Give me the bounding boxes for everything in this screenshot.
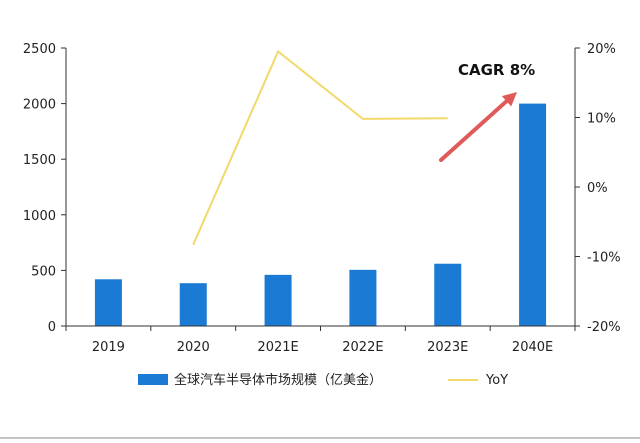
bar-2020 <box>179 283 207 326</box>
legend-bar-label: 全球汽车半导体市场规模（亿美金） <box>174 372 382 388</box>
y-left-tick-label: 1000 <box>23 209 56 224</box>
cagr-label: CAGR 8% <box>458 61 535 79</box>
y-left-tick-label: 2000 <box>23 98 56 113</box>
x-tick-label: 2022E <box>342 340 383 355</box>
axes: 0 500 1000 1500 2000 2500 -20% -10% 0% 10% 20% <box>23 42 621 335</box>
x-tick-label: 2020 <box>177 340 210 355</box>
bar-2021E <box>264 274 292 326</box>
legend-line-label: YoY <box>485 373 508 388</box>
y-right-tick-label: -10% <box>587 251 621 266</box>
x-tick-label: 2040E <box>512 340 553 355</box>
x-tick-label: 2019 <box>92 340 125 355</box>
y-right-tick-label: -20% <box>587 320 621 335</box>
x-axis-labels: 2019 2020 2021E 2022E 2023E 2040E <box>65 326 576 355</box>
y-left-tick-label: 0 <box>48 320 56 335</box>
legend: 全球汽车半导体市场规模（亿美金） YoY <box>138 372 508 388</box>
yoy-line <box>192 49 448 246</box>
bar-2040E <box>519 103 547 326</box>
y-left-tick-label: 2500 <box>23 42 56 57</box>
annotation: CAGR 8% <box>439 61 535 162</box>
bar-2023E <box>434 263 462 326</box>
y-left-tick-label: 1500 <box>23 153 56 168</box>
line-series <box>192 49 448 246</box>
y-right-tick-label: 10% <box>587 112 616 127</box>
cagr-arrow-head <box>501 92 517 107</box>
bar-2019 <box>94 279 122 326</box>
x-tick-label: 2021E <box>257 340 298 355</box>
y-right-tick-label: 0% <box>587 181 608 196</box>
legend-bar-swatch <box>138 374 168 385</box>
y-left-tick-label: 500 <box>31 264 56 279</box>
x-tick-label: 2023E <box>427 340 468 355</box>
bar-series <box>94 103 547 326</box>
y-right-tick-label: 20% <box>587 42 616 57</box>
bar-2022E <box>349 269 377 326</box>
cagr-arrow-shaft <box>439 97 511 162</box>
